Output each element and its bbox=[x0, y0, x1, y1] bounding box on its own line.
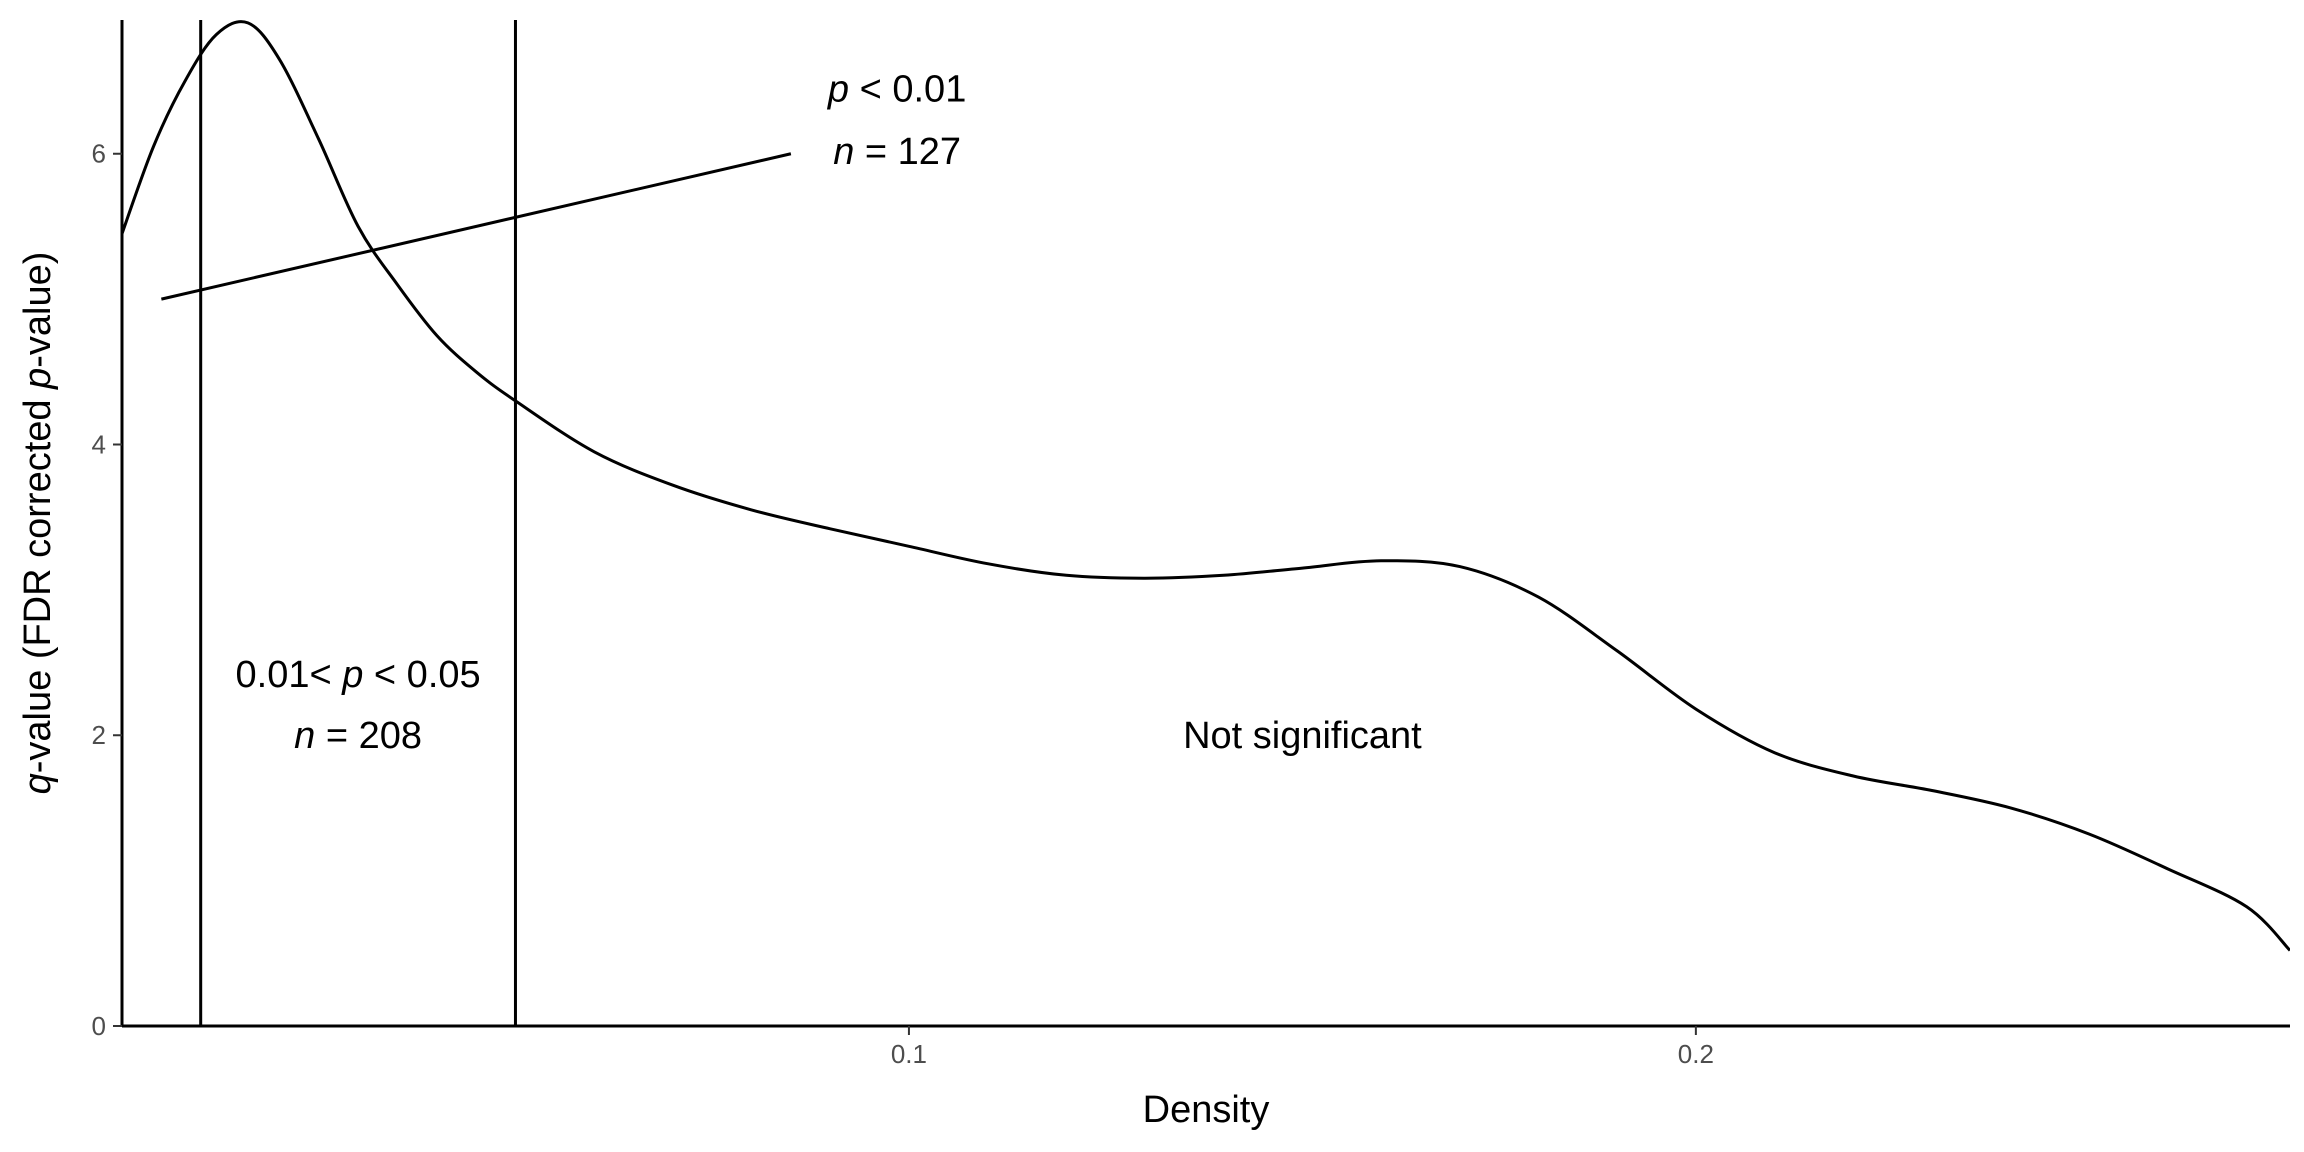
axes: 0.1 0.2 0 2 4 6 bbox=[92, 20, 2290, 1069]
y-tick-label: 4 bbox=[92, 429, 106, 459]
annotation-p001-text: n bbox=[833, 131, 854, 173]
annotation-not-significant-text: Not significant bbox=[1183, 715, 1422, 757]
y-axis-title-part1: -value (FDR corrected bbox=[17, 389, 59, 773]
annotation-p005-text: p bbox=[341, 654, 363, 696]
annotation-p005-text: n bbox=[294, 715, 315, 757]
annotation-p005-line-1: 0.01< p < 0.05 bbox=[236, 654, 481, 696]
x-axis-title: Density bbox=[1143, 1089, 1270, 1131]
y-tick-label: 2 bbox=[92, 720, 106, 750]
annotation-p001-text: < 0.01 bbox=[849, 68, 966, 110]
y-tick-label: 6 bbox=[92, 139, 106, 169]
annotation-p005-line-2: n = 208 bbox=[294, 715, 422, 757]
annotation-not-significant: Not significant bbox=[1183, 715, 1422, 757]
annotation-p001: p < 0.01 n = 127 bbox=[827, 68, 966, 173]
annotation-p001-line-2: n = 127 bbox=[833, 131, 961, 173]
annotation-p005: 0.01< p < 0.05 n = 208 bbox=[236, 654, 481, 757]
x-tick-label: 0.1 bbox=[891, 1039, 927, 1069]
y-axis-title-p: p bbox=[17, 368, 59, 390]
annotations: p < 0.01 n = 127 0.01< p < 0.05 n = 208 Not … bbox=[236, 68, 1423, 757]
y-axis-title: q-value (FDR corrected p-value) bbox=[17, 252, 59, 795]
annotation-p005-text: < 0.05 bbox=[363, 654, 480, 696]
annotation-p001-text: p bbox=[827, 68, 849, 110]
annotation-p001-text: = 127 bbox=[854, 131, 961, 173]
annotation-segment bbox=[161, 152, 792, 301]
y-axis-title-q: q bbox=[17, 773, 59, 794]
y-tick-label: 0 bbox=[92, 1011, 106, 1041]
annotation-p005-text: 0.01< bbox=[236, 654, 343, 696]
plot-area bbox=[120, 20, 2290, 1026]
y-axis-title-part2: -value) bbox=[17, 252, 59, 368]
annotation-not-significant-line-1: Not significant bbox=[1183, 715, 1422, 757]
annotation-p001-line-1: p < 0.01 bbox=[827, 68, 966, 110]
x-tick-label: 0.2 bbox=[1678, 1039, 1714, 1069]
density-curve bbox=[122, 20, 2290, 952]
annotation-p005-text: = 208 bbox=[315, 715, 422, 757]
